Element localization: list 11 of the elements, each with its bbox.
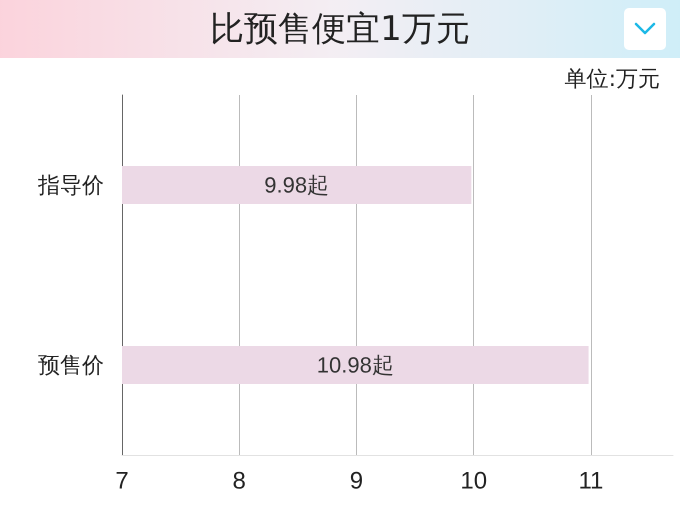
- data-label: 10.98起: [316, 352, 394, 378]
- data-label: 9.98起: [264, 172, 330, 198]
- chart-title: 比预售便宜1万元: [209, 8, 471, 50]
- x-tick-label: 10: [460, 468, 488, 494]
- y-tick-label: 预售价: [38, 352, 104, 378]
- y-tick-label: 指导价: [37, 172, 104, 198]
- x-tick-label: 9: [350, 468, 364, 494]
- text: 单位:万元: [564, 66, 660, 94]
- x-tick-label: 7: [115, 468, 129, 494]
- x-tick-label: 11: [578, 468, 604, 494]
- x-tick-label: 8: [232, 468, 246, 494]
